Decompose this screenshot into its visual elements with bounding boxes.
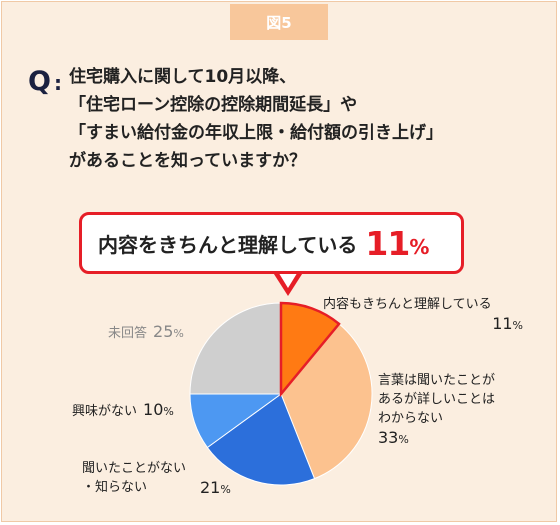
callout-unit: % <box>409 235 430 259</box>
slice-label-line: 未回答 <box>108 326 148 341</box>
slice-label: 聞いたことがない ・知らない 21% <box>82 459 242 497</box>
slice-label-line: わからない <box>378 411 444 426</box>
pie-slice <box>206 393 316 486</box>
figure-tag: 図5 <box>230 4 328 40</box>
pie-slice <box>280 323 373 480</box>
slice-label-line: 言葉は聞いたことが <box>378 373 496 388</box>
slice-label: 興味がない 10% <box>72 400 202 421</box>
slice-value: 11% <box>492 314 523 333</box>
slice-value: 33% <box>378 428 409 447</box>
slice-value: 21% <box>200 478 231 497</box>
question-line: 住宅購入に関して10月以降、 <box>69 67 297 87</box>
question-mark: Q: <box>28 66 62 97</box>
slice-value: 10% <box>143 400 174 419</box>
slice-label-line: ・知らない <box>82 480 148 495</box>
slice-label-line: 興味がない <box>72 404 138 419</box>
highlight-slice-outline <box>279 301 341 398</box>
callout-value: 11 <box>365 223 410 263</box>
slice-label: 言葉は聞いたことが あるが詳しいことは わからない 33% <box>378 371 538 449</box>
question-line: 「住宅ローン控除の控除期間延長」や <box>69 95 358 115</box>
slice-label-line: 内容もきちんと理解している <box>323 297 492 312</box>
question-line: があることを知っていますか？ <box>69 151 307 171</box>
slice-label-line: あるが詳しいことは <box>378 392 496 407</box>
pie-slice <box>189 302 282 395</box>
highlight-callout: 内容をきちんと理解している 11 % <box>79 212 464 274</box>
callout-text: 内容をきちんと理解している <box>98 232 358 257</box>
slice-label-line: 聞いたことがない <box>82 461 187 476</box>
slice-value: 25% <box>153 322 184 341</box>
question-text: 住宅購入に関して10月以降、 「住宅ローン控除の控除期間延長」や 「すまい給付金… <box>69 63 443 175</box>
question-line: 「すまい給付金の年収上限・給付額の引き上げ」 <box>69 123 443 143</box>
slice-label: 未回答 25% <box>108 322 238 343</box>
slice-label: 内容もきちんと理解している 11% <box>323 295 523 335</box>
